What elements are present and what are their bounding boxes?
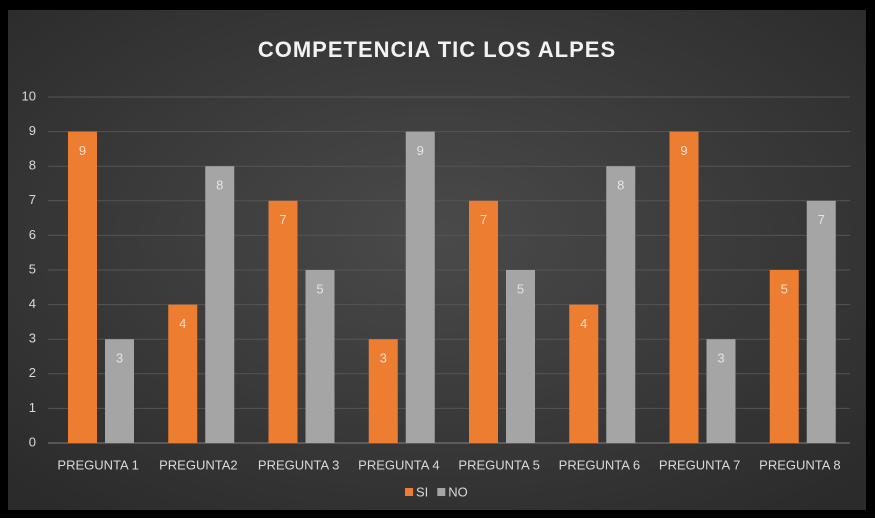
bar [368, 339, 398, 443]
y-tick-label: 9 [29, 123, 36, 138]
bar [806, 200, 836, 443]
value-label: 3 [116, 351, 123, 366]
y-tick-label: 2 [29, 365, 36, 380]
value-label: 4 [580, 316, 587, 331]
bar [669, 131, 699, 443]
bar [706, 339, 736, 443]
y-tick-label: 0 [29, 434, 36, 449]
value-label: 5 [781, 281, 788, 296]
x-tick-label: PREGUNTA 7 [659, 457, 740, 472]
legend-swatch [405, 488, 413, 496]
value-label: 4 [179, 316, 186, 331]
y-tick-label: 8 [29, 158, 36, 173]
background [8, 10, 866, 510]
y-tick-label: 4 [29, 296, 36, 311]
value-label: 9 [417, 143, 424, 158]
bar [469, 200, 498, 443]
value-label: 5 [316, 281, 323, 296]
y-tick-label: 7 [29, 192, 36, 207]
value-label: 8 [216, 178, 223, 193]
x-tick-label: PREGUNTA 1 [57, 457, 138, 472]
bar [105, 339, 134, 443]
value-label: 9 [79, 143, 86, 158]
legend-label: SI [416, 484, 428, 499]
value-label: 7 [279, 212, 286, 227]
bar [569, 304, 599, 443]
value-label: 8 [617, 178, 624, 193]
value-label: 3 [380, 351, 387, 366]
x-tick-label: PREGUNTA2 [159, 457, 238, 472]
bar [68, 131, 97, 443]
value-label: 9 [680, 143, 687, 158]
y-tick-label: 1 [29, 400, 36, 415]
value-label: 5 [517, 281, 524, 296]
bar [305, 270, 335, 443]
chart-title: COMPETENCIA TIC LOS ALPES [258, 37, 616, 62]
bar [168, 304, 198, 443]
x-tick-label: PREGUNTA 6 [559, 457, 640, 472]
value-label: 7 [480, 212, 487, 227]
legend-label: NO [448, 484, 468, 499]
bar [769, 270, 799, 443]
y-tick-label: 10 [22, 88, 36, 103]
bar [405, 131, 435, 443]
y-tick-label: 5 [29, 261, 36, 276]
x-tick-label: PREGUNTA 3 [258, 457, 339, 472]
x-tick-label: PREGUNTA 8 [759, 457, 840, 472]
bar [606, 166, 636, 443]
value-label: 3 [717, 351, 724, 366]
bar [506, 270, 535, 443]
y-tick-label: 3 [29, 331, 36, 346]
x-tick-label: PREGUNTA 4 [358, 457, 439, 472]
x-tick-label: PREGUNTA 5 [458, 457, 539, 472]
bar [268, 200, 298, 443]
y-tick-label: 6 [29, 227, 36, 242]
value-label: 7 [818, 212, 825, 227]
legend-swatch [437, 488, 446, 496]
bar [205, 166, 235, 443]
